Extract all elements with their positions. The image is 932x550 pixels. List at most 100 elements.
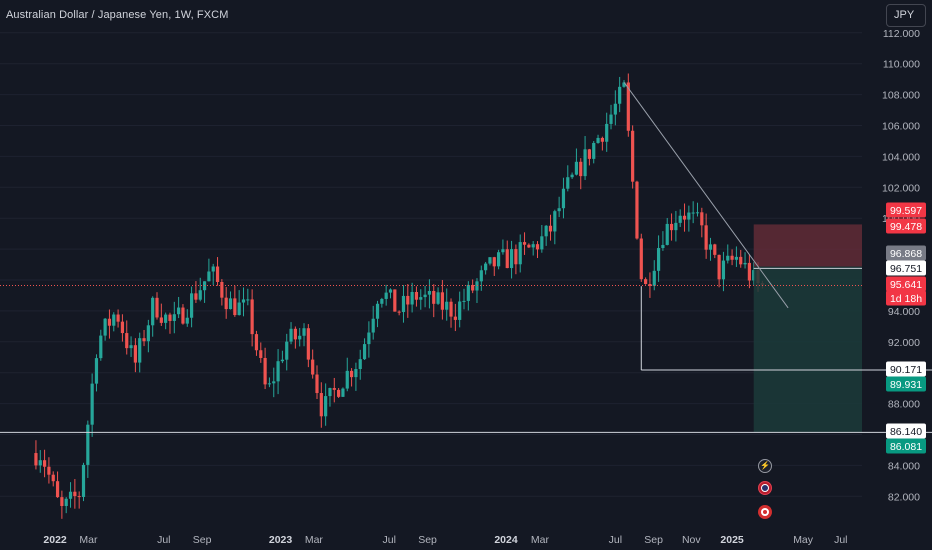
y-tick-label: 84.000 bbox=[888, 460, 920, 472]
candle bbox=[548, 214, 553, 241]
y-tick-label: 110.000 bbox=[883, 59, 920, 71]
candle bbox=[531, 241, 535, 256]
candle bbox=[553, 209, 557, 245]
x-tick-label: 2024 bbox=[494, 534, 518, 546]
price-label: 95.641 bbox=[886, 276, 926, 292]
candle bbox=[721, 251, 726, 292]
y-tick-label: 92.000 bbox=[888, 337, 920, 349]
candle bbox=[747, 254, 751, 289]
candle bbox=[656, 235, 661, 282]
candle bbox=[34, 440, 38, 470]
svg-text:1d 18h: 1d 18h bbox=[890, 293, 922, 305]
candle bbox=[669, 213, 674, 241]
y-tick-label: 82.000 bbox=[888, 491, 920, 503]
candle bbox=[393, 289, 397, 312]
x-tick-label: Sep bbox=[418, 534, 437, 546]
candle bbox=[272, 367, 276, 398]
price-label: 90.171 bbox=[886, 361, 926, 377]
price-label: 89.931 bbox=[886, 376, 926, 392]
x-tick-label: 2022 bbox=[43, 534, 67, 546]
candle bbox=[190, 286, 194, 328]
y-tick-label: 112.000 bbox=[883, 28, 920, 40]
candle bbox=[557, 196, 561, 218]
price-label: 96.868 bbox=[886, 245, 926, 261]
candle bbox=[432, 284, 436, 318]
candle bbox=[298, 327, 302, 347]
y-tick-label: 108.000 bbox=[882, 90, 920, 102]
candle bbox=[648, 272, 652, 298]
candle bbox=[224, 286, 228, 319]
candle bbox=[466, 281, 470, 311]
candle bbox=[682, 203, 687, 232]
candle bbox=[419, 289, 423, 310]
candle bbox=[574, 148, 579, 176]
candle bbox=[544, 225, 548, 246]
candle bbox=[349, 368, 354, 387]
candle bbox=[250, 289, 254, 347]
candle bbox=[631, 125, 635, 189]
candle bbox=[639, 233, 643, 282]
price-label: 99.597 bbox=[886, 202, 926, 218]
svg-text:89.931: 89.931 bbox=[890, 379, 922, 391]
price-label: 96.751 bbox=[886, 260, 926, 276]
candle bbox=[730, 249, 734, 266]
candle bbox=[276, 349, 280, 395]
candle bbox=[522, 232, 527, 255]
candle bbox=[717, 254, 721, 288]
candle bbox=[397, 310, 401, 316]
candle bbox=[311, 349, 315, 379]
y-tick-label: 94.000 bbox=[888, 306, 920, 318]
x-tick-label: Jul bbox=[157, 534, 170, 546]
x-tick-label: May bbox=[793, 534, 814, 546]
candle bbox=[60, 490, 64, 519]
candle bbox=[514, 244, 518, 275]
candle bbox=[739, 249, 743, 268]
candle bbox=[471, 279, 475, 294]
candle bbox=[410, 282, 414, 313]
candle bbox=[362, 338, 367, 361]
candle bbox=[341, 387, 345, 397]
take-profit-zone[interactable] bbox=[753, 266, 862, 433]
trendline[interactable] bbox=[623, 81, 789, 309]
svg-text:96.868: 96.868 bbox=[890, 248, 922, 260]
candle bbox=[185, 309, 189, 327]
candle bbox=[332, 377, 336, 403]
candle bbox=[198, 277, 202, 302]
candle bbox=[505, 240, 509, 269]
stop-loss-zone[interactable] bbox=[753, 224, 862, 267]
candle bbox=[527, 243, 531, 249]
svg-text:95.641: 95.641 bbox=[890, 279, 922, 291]
candle bbox=[151, 296, 155, 337]
candle bbox=[695, 202, 700, 217]
record-icon[interactable] bbox=[758, 505, 772, 519]
lightning-icon[interactable]: ⚡ bbox=[758, 459, 772, 473]
candle bbox=[661, 231, 665, 251]
candle bbox=[47, 457, 51, 484]
candle bbox=[107, 309, 112, 339]
svg-text:99.478: 99.478 bbox=[890, 221, 922, 233]
candle bbox=[181, 304, 185, 325]
candle bbox=[367, 321, 371, 358]
candle bbox=[618, 76, 622, 113]
candle bbox=[129, 336, 133, 357]
candle bbox=[462, 288, 466, 310]
currency-button[interactable]: JPY bbox=[886, 4, 926, 27]
candle bbox=[691, 201, 695, 224]
candle bbox=[237, 290, 241, 316]
candle bbox=[177, 296, 181, 319]
x-tick-label: 2025 bbox=[720, 534, 744, 546]
candle bbox=[142, 330, 146, 347]
candle bbox=[380, 297, 384, 308]
candle bbox=[289, 322, 293, 345]
x-tick-label: Sep bbox=[193, 534, 212, 546]
candle bbox=[155, 292, 159, 320]
candle bbox=[592, 141, 596, 164]
candle bbox=[68, 482, 73, 508]
candle bbox=[445, 288, 449, 321]
y-tick-label: 102.000 bbox=[882, 182, 920, 194]
candle bbox=[561, 177, 566, 219]
australia-flag-icon[interactable] bbox=[758, 481, 772, 495]
candle bbox=[86, 420, 90, 478]
